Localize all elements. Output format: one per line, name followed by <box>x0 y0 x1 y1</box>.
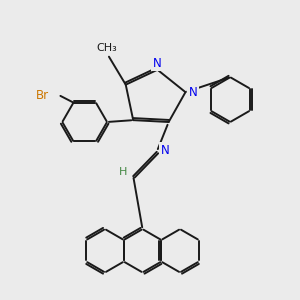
Text: N: N <box>189 85 197 99</box>
Text: CH₃: CH₃ <box>97 44 117 53</box>
Text: H: H <box>118 167 127 177</box>
Text: N: N <box>160 143 169 157</box>
Text: N: N <box>153 56 162 70</box>
Text: Br: Br <box>36 89 49 102</box>
